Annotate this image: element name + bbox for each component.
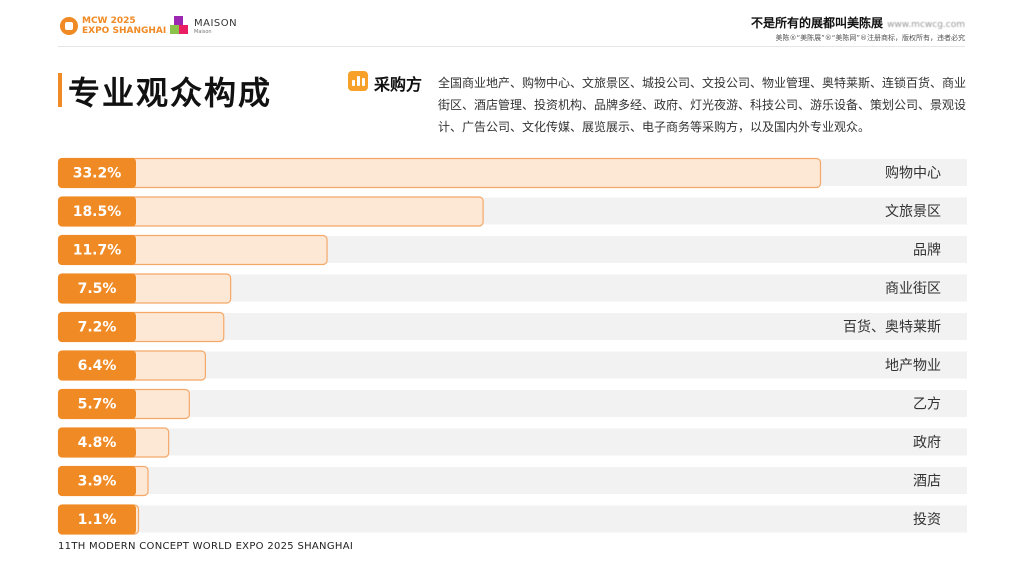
category-label: 品牌 [913,242,941,259]
data-label: 1.1% [78,512,117,528]
header-divider [58,46,965,47]
category-label: 商业街区 [885,281,941,297]
data-label: 7.5% [78,281,117,297]
maison-logo-icon [170,16,190,36]
category-label: 乙方 [913,397,941,413]
value-tag [58,427,136,458]
bar-track [58,467,967,494]
value-tag [58,312,136,342]
bar-chart-icon [348,71,368,91]
category-label: 购物中心 [885,166,941,182]
tagline-trademark-note: 美陈®“美陈展”®“美陈网”®注册商标，版权所有，违者必究 [775,34,965,42]
tagline-url: www.mcwcg.com [887,20,965,30]
maison-logo-text: MAISON [194,17,238,29]
bar-track [58,351,967,379]
buyer-description: 全国商业地产、购物中心、文旅景区、城投公司、文投公司、物业管理、奥特莱斯、连锁百… [438,76,967,134]
tagline-text: 不是所有的展都叫美陈展 [751,16,884,30]
value-tag [58,504,136,535]
footer-expo-name: 11TH MODERN CONCEPT WORLD EXPO 2025 SHAN… [58,541,354,552]
bar-track [58,505,967,533]
mcw-logo-icon [60,17,78,35]
category-label: 政府 [913,435,941,451]
data-label: 7.2% [78,320,117,336]
value-tag [58,235,136,265]
title-accent-bar [58,73,62,107]
category-label: 酒店 [913,474,941,490]
value-tag [58,389,136,419]
buyer-label: 采购方 [374,75,423,94]
page-title: 专业观众构成 [68,74,273,112]
value-tag [58,196,136,227]
category-label: 投资 [913,512,941,528]
bar-track [58,390,967,417]
data-label: 18.5% [73,204,122,220]
value-tag [58,273,136,304]
mcw-logo-text: MCW 2025 EXPO SHANGHAI [82,16,167,36]
category-label: 百货、奥特莱斯 [843,319,941,336]
data-label: 33.2% [73,166,122,182]
mcw-expo-logo: MCW 2025 EXPO SHANGHAI [60,16,166,36]
bar-track [58,428,967,456]
bar [57,157,822,189]
header-tagline: 不是所有的展都叫美陈展 www.mcwcg.com 美陈®“美陈展”®“美陈网”®… [751,14,965,43]
category-label: 文旅景区 [885,204,941,220]
value-tag [58,158,136,188]
category-label: 地产物业 [885,358,941,374]
maison-logo-subtext: Maison [194,28,212,35]
value-tag [58,466,136,496]
data-label: 6.4% [78,358,117,374]
data-label: 5.7% [78,397,117,413]
data-label: 11.7% [73,243,122,259]
data-label: 3.9% [78,474,117,490]
value-tag [58,350,136,381]
data-label: 4.8% [78,435,117,451]
maison-logo: MAISON Maison [170,16,237,36]
